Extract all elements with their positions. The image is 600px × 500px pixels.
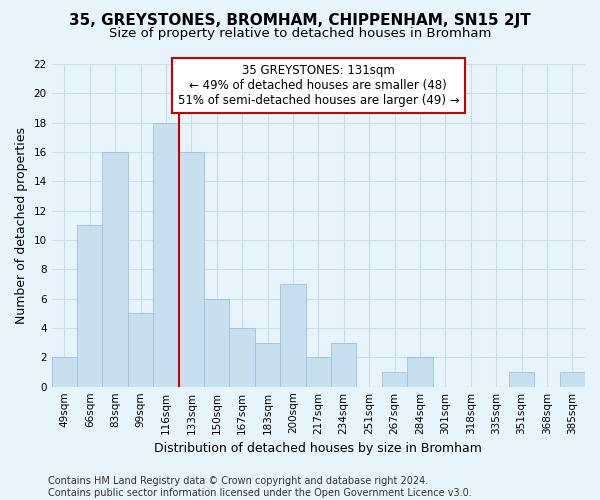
Bar <box>77 226 103 386</box>
Bar <box>280 284 305 386</box>
Bar <box>229 328 255 386</box>
Bar <box>509 372 534 386</box>
Text: 35, GREYSTONES, BROMHAM, CHIPPENHAM, SN15 2JT: 35, GREYSTONES, BROMHAM, CHIPPENHAM, SN1… <box>69 12 531 28</box>
Text: 35 GREYSTONES: 131sqm
← 49% of detached houses are smaller (48)
51% of semi-deta: 35 GREYSTONES: 131sqm ← 49% of detached … <box>178 64 459 107</box>
Bar <box>103 152 128 386</box>
Bar <box>255 342 280 386</box>
Y-axis label: Number of detached properties: Number of detached properties <box>15 127 28 324</box>
Bar <box>305 358 331 386</box>
Bar <box>382 372 407 386</box>
Text: Size of property relative to detached houses in Bromham: Size of property relative to detached ho… <box>109 28 491 40</box>
Bar <box>128 314 153 386</box>
Bar <box>407 358 433 386</box>
Bar <box>52 358 77 386</box>
Bar <box>560 372 585 386</box>
Text: Contains HM Land Registry data © Crown copyright and database right 2024.
Contai: Contains HM Land Registry data © Crown c… <box>48 476 472 498</box>
Bar <box>153 122 179 386</box>
X-axis label: Distribution of detached houses by size in Bromham: Distribution of detached houses by size … <box>154 442 482 455</box>
Bar <box>204 298 229 386</box>
Bar <box>179 152 204 386</box>
Bar <box>331 342 356 386</box>
